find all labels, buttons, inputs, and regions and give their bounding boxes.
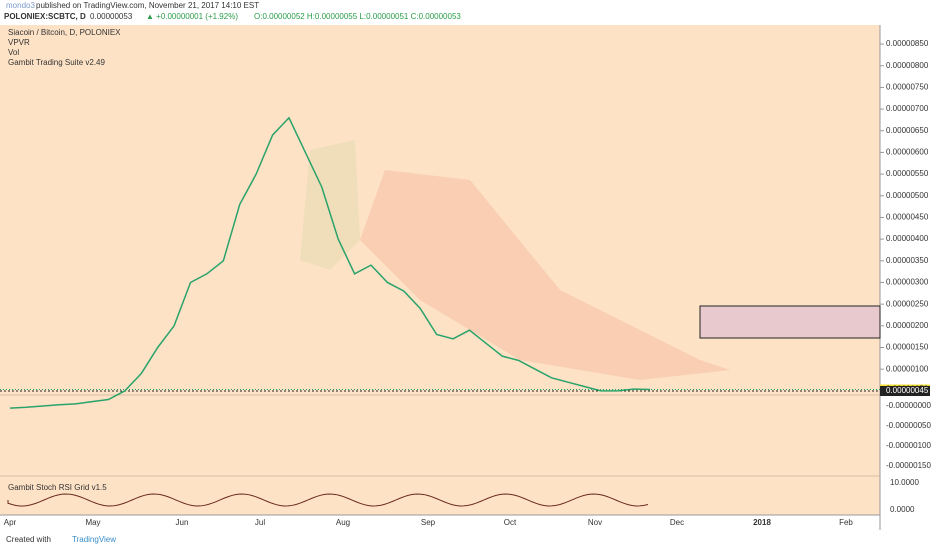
x-tick-label: Jun <box>176 518 189 527</box>
y-tick-label: 0.00000850 <box>886 39 929 48</box>
y-tick-label: 0.00000100 <box>886 364 929 373</box>
y-tick-label: 0.00000150 <box>886 343 929 352</box>
cloud <box>360 170 730 380</box>
x-tick-label: Oct <box>504 518 517 527</box>
x-tick-label: Feb <box>839 518 853 527</box>
x-tick-label: Dec <box>670 518 684 527</box>
low-box <box>880 386 930 396</box>
published: published on TradingView.com, November 2… <box>36 1 259 10</box>
y-tick-label: 0.00000650 <box>886 126 929 135</box>
y-tick-label: 0.00000550 <box>886 169 929 178</box>
y-tick-label: 0.00000350 <box>886 256 929 265</box>
legend-entry: VPVR <box>8 38 30 47</box>
legend-entry: Siacoin / Bitcoin, D, POLONIEX <box>8 28 121 37</box>
y-tick-label: 0.00000500 <box>886 191 929 200</box>
y-tick-label: 0.00000700 <box>886 104 929 113</box>
osc-tick-label: 10.0000 <box>890 478 919 487</box>
x-tick-label: Jul <box>255 518 265 527</box>
oscillator-wave <box>7 493 649 507</box>
footer-created: Created with <box>6 535 51 544</box>
x-tick-label: Nov <box>588 518 602 527</box>
y-tick-label: 0.00000750 <box>886 83 929 92</box>
author: mondo3 <box>6 1 35 10</box>
volume-tick-label: -0.00000050 <box>886 421 931 430</box>
y-tick-label: 0.00000600 <box>886 148 929 157</box>
legend-entry: Gambit Trading Suite v2.49 <box>8 58 105 67</box>
oscillator-title: Gambit Stoch RSI Grid v1.5 <box>8 483 107 492</box>
osc-tick-label: 0.0000 <box>890 505 915 514</box>
y-tick-label: 0.00000400 <box>886 234 929 243</box>
y-tick-label: 0.00000450 <box>886 213 929 222</box>
symbol: POLONIEX:SCBTC, D <box>4 12 86 21</box>
x-tick-label: 2018 <box>753 518 771 527</box>
x-tick-label: Apr <box>4 518 17 527</box>
y-tick-label: 0.00000250 <box>886 299 929 308</box>
legend-entry: Vol <box>8 48 19 57</box>
range-box <box>699 305 881 339</box>
change: ▲ +0.00000001 (+1.92%) <box>146 12 238 21</box>
last: 0.00000053 <box>90 12 133 21</box>
x-tick-label: May <box>85 518 100 527</box>
footer-brand: TradingView <box>72 535 116 544</box>
volume-tick-label: -0.00000000 <box>886 401 931 410</box>
volume-tick-label: -0.00000150 <box>886 461 931 470</box>
volume-tick-label: -0.00000100 <box>886 441 931 450</box>
price-line <box>9 116 651 409</box>
ohlc: O:0.00000052 H:0.00000055 L:0.00000051 C… <box>254 12 461 21</box>
low-label: 0.00000045 <box>886 386 929 395</box>
y-tick-label: 0.00000800 <box>886 61 929 70</box>
x-tick-label: Sep <box>421 518 436 527</box>
x-tick-label: Aug <box>336 518 350 527</box>
y-tick-label: 0.00000300 <box>886 278 929 287</box>
y-tick-label: 0.00000200 <box>886 321 929 330</box>
